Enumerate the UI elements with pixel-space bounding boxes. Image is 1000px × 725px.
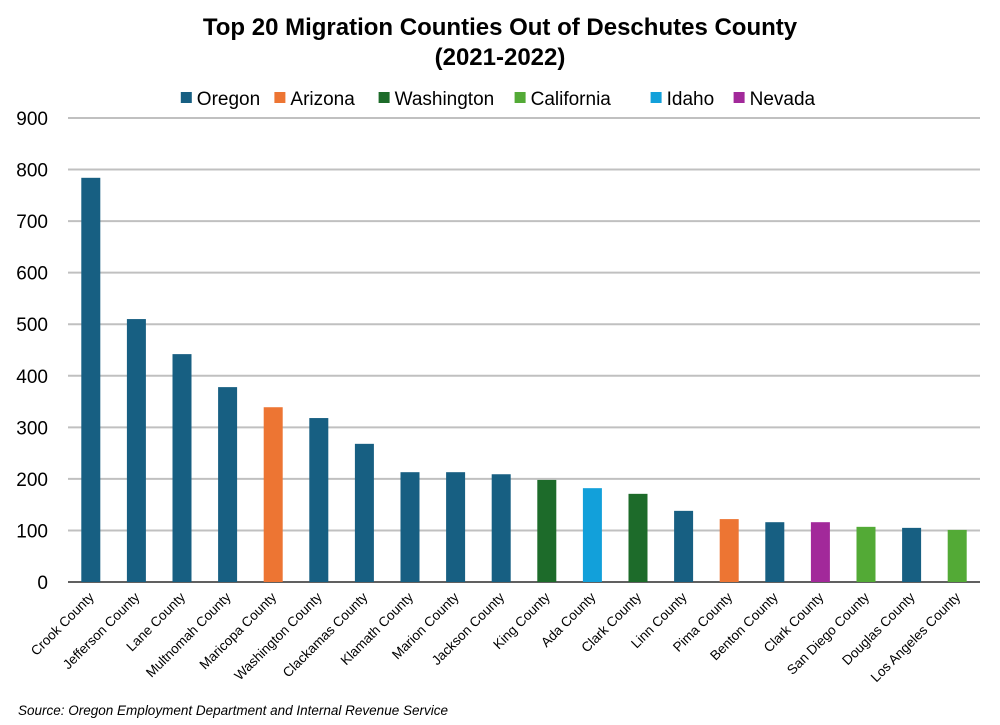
x-tick-label: Multnomah County <box>143 589 234 680</box>
legend-label: Idaho <box>667 89 715 110</box>
y-tick-label: 0 <box>37 573 48 594</box>
bar <box>628 493 648 582</box>
bar <box>263 407 283 582</box>
legend-swatch <box>274 92 286 103</box>
bar <box>309 418 329 582</box>
legend-swatch <box>180 92 192 103</box>
y-tick-label: 700 <box>16 212 48 233</box>
legend-swatch <box>650 92 662 103</box>
x-tick-label: Washington County <box>231 589 325 683</box>
y-tick-label: 200 <box>16 470 48 491</box>
legend-label: Arizona <box>290 89 355 110</box>
chart-title: Top 20 Migration Counties Out of Deschut… <box>203 14 798 41</box>
bar <box>856 526 876 582</box>
chart-title: (2021-2022) <box>435 44 566 71</box>
bar <box>947 529 967 582</box>
legend-label: California <box>531 89 612 110</box>
bar <box>719 519 739 582</box>
bar <box>172 354 192 582</box>
bar <box>810 522 830 582</box>
legend-label: Nevada <box>750 89 816 110</box>
legend-swatch <box>378 92 390 103</box>
y-tick-label: 100 <box>16 521 48 542</box>
bar <box>446 472 466 582</box>
x-tick-label: Clackamas County <box>280 589 371 680</box>
x-tick-label: San Diego County <box>784 589 872 677</box>
bar <box>491 474 511 582</box>
x-tick-label: Maricopa County <box>197 589 280 672</box>
x-tick-label: Los Angeles County <box>868 589 964 685</box>
y-tick-label: 800 <box>16 161 48 182</box>
legend-swatch <box>733 92 745 103</box>
bar <box>765 522 785 582</box>
bar <box>902 527 922 582</box>
bar <box>354 443 374 582</box>
source-note: Source: Oregon Employment Department and… <box>18 703 448 718</box>
bar <box>537 479 557 582</box>
bar <box>400 472 420 582</box>
legend-label: Washington <box>395 89 495 110</box>
y-tick-label: 400 <box>16 367 48 388</box>
y-tick-label: 300 <box>16 418 48 439</box>
bar <box>126 319 146 582</box>
bar <box>674 510 694 582</box>
bar <box>582 488 602 582</box>
bar <box>81 177 101 582</box>
y-tick-label: 900 <box>16 109 48 130</box>
y-tick-label: 500 <box>16 315 48 336</box>
legend-label: Oregon <box>197 89 260 110</box>
legend-swatch <box>514 92 526 103</box>
y-tick-label: 600 <box>16 264 48 285</box>
x-tick-label: Jefferson County <box>60 589 143 672</box>
bar <box>218 387 238 582</box>
